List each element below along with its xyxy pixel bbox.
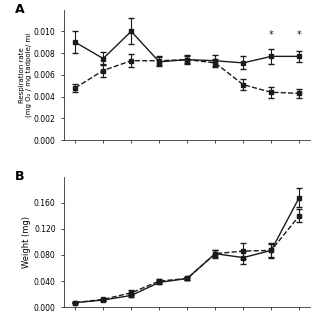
Text: B: B <box>15 170 24 183</box>
Text: *: * <box>297 30 301 40</box>
Y-axis label: Weight (mg): Weight (mg) <box>22 216 31 268</box>
Text: *: * <box>269 30 274 40</box>
Y-axis label: Respiration rate
(mg O₂ / mg tadpole/ mi: Respiration rate (mg O₂ / mg tadpole/ mi <box>19 33 32 117</box>
Text: A: A <box>15 3 24 16</box>
